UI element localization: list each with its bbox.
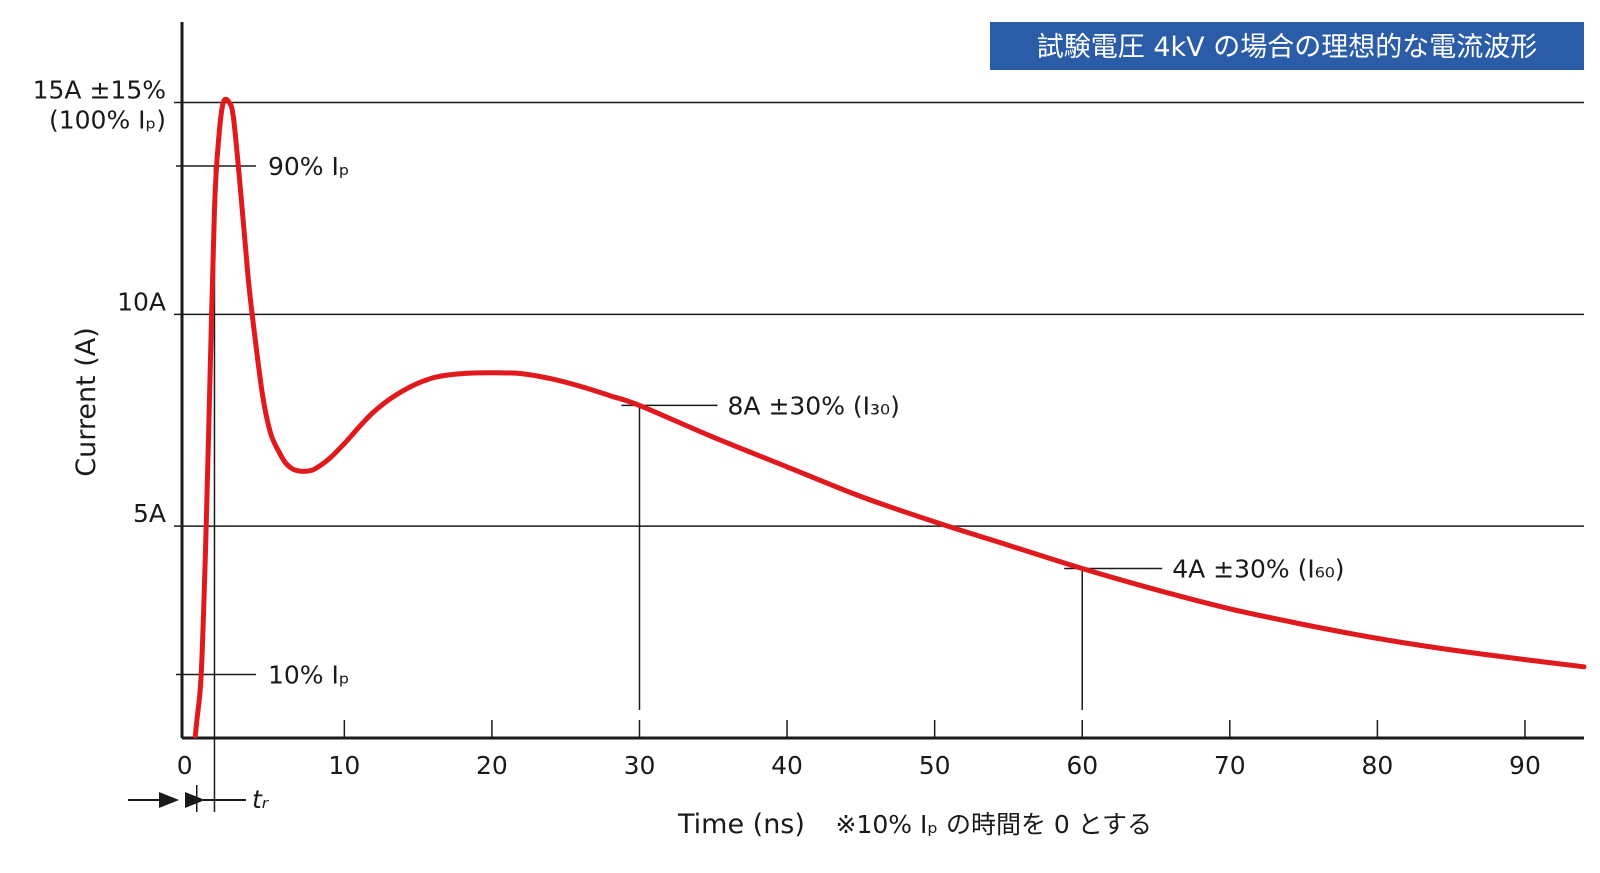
x-tick-label-70: 70 (1214, 751, 1246, 780)
y-tick-label-15: 15A ±15% (33, 75, 166, 104)
tr-label: tᵣ (252, 785, 270, 814)
y-tick-sublabel: (100% Iₚ) (49, 105, 166, 134)
annotations: 90% Iₚ 10% Iₚ 8A ±30% (I₃₀) 4A ±30% (I₆₀) (176, 152, 1345, 812)
x-tick-label-20: 20 (476, 751, 508, 780)
y-tick-label-5: 5A (133, 499, 166, 528)
x-ticks: 0 10 20 30 40 50 60 70 80 90 (177, 720, 1541, 780)
marker-label-i30: 8A ±30% (I₃₀) (727, 391, 899, 420)
x-tick-label-0: 0 (177, 751, 193, 780)
x-tick-label-60: 60 (1066, 751, 1098, 780)
gridlines (174, 101, 1584, 527)
x-axis-title: Time (ns) ※10% Iₚ の時間を 0 とする (677, 809, 1152, 840)
marker-label-i60: 4A ±30% (I₆₀) (1172, 555, 1344, 584)
x-tick-label-40: 40 (771, 751, 803, 780)
marker-label-90pct: 90% Iₚ (268, 152, 350, 181)
marker-label-10pct: 10% Iₚ (268, 660, 350, 689)
current-curve (192, 96, 1587, 739)
y-axis-title: Current (A) (71, 327, 102, 477)
x-tick-label-30: 30 (624, 751, 656, 780)
y-tick-label-10: 10A (117, 287, 166, 316)
y-ticks: 5A 10A 15A ±15%(100% Iₚ) (33, 75, 166, 528)
x-axis-title-note: ※10% Iₚ の時間を 0 とする (836, 810, 1153, 839)
x-tick-label-10: 10 (328, 751, 360, 780)
x-tick-label-90: 90 (1509, 751, 1541, 780)
x-axis-title-main: Time (ns) (677, 809, 805, 840)
x-tick-label-50: 50 (919, 751, 951, 780)
title-box (990, 22, 1584, 70)
chart-title: 試験電圧 4kV の場合の理想的な電流波形 (1037, 32, 1537, 63)
x-tick-label-80: 80 (1361, 751, 1393, 780)
